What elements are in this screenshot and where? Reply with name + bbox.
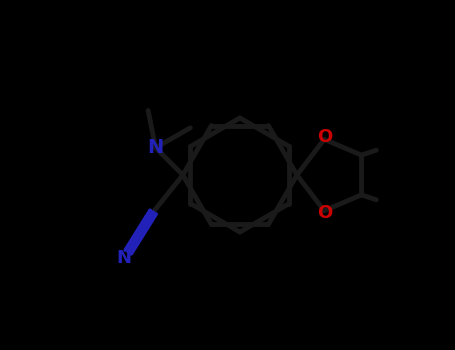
Text: N: N (117, 249, 132, 267)
Text: O: O (318, 128, 333, 146)
Text: N: N (147, 138, 164, 157)
Text: O: O (318, 204, 333, 222)
